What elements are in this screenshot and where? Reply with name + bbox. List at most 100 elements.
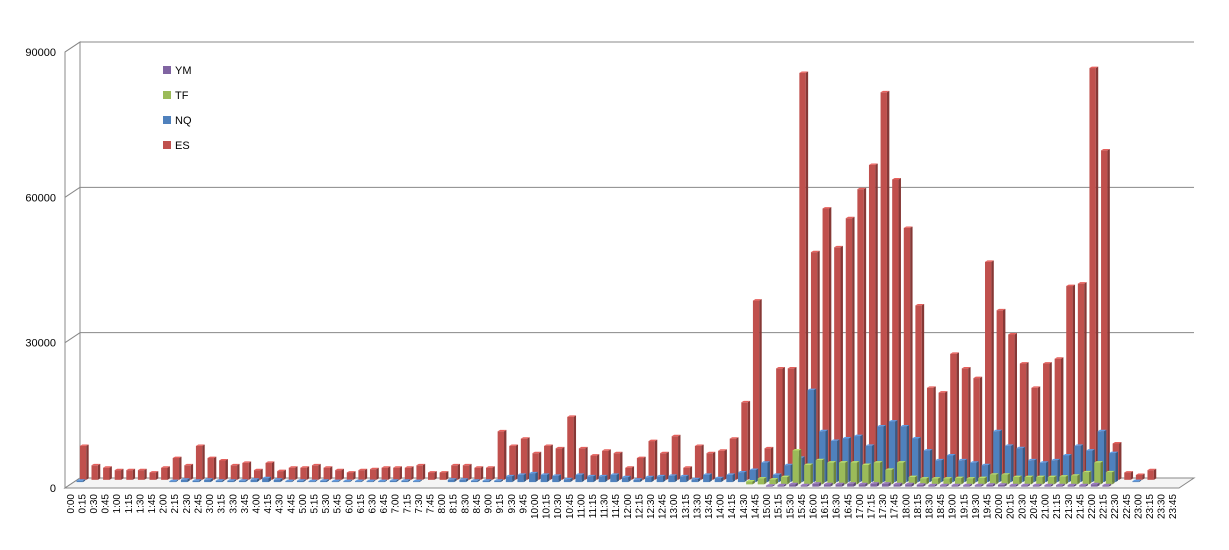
bar-TF-22:15 (1105, 470, 1115, 485)
bar-NQ-7:15 (412, 479, 422, 483)
bar-NQ-0:00 (76, 479, 86, 483)
x-tick-label: 3:45 (240, 494, 251, 514)
bar-TF-16:30 (838, 461, 848, 485)
x-tick-label: 5:45 (333, 494, 344, 514)
x-tick-label: 14:00 (716, 494, 727, 519)
bar-NQ-9:30 (517, 473, 527, 483)
legend-swatch (163, 116, 171, 124)
x-tick-label: 9:30 (507, 494, 518, 514)
bar-ES-17:00 (868, 163, 878, 480)
bar-NQ-11:30 (610, 473, 620, 483)
x-tick-label: 14:30 (739, 494, 750, 519)
bar-ES-9:45 (532, 451, 542, 480)
bar-ES-16:00 (822, 207, 832, 480)
x-tick-label: 14:15 (727, 494, 738, 519)
bar-ES-5:45 (346, 471, 356, 480)
bar-NQ-13:45 (714, 476, 724, 483)
bar-NQ-14:15 (737, 470, 747, 483)
x-tick-label: 2:30 (182, 494, 193, 514)
bar-NQ-11:00 (587, 474, 596, 483)
x-tick-label: 13:15 (681, 494, 692, 519)
bar-ES-2:45 (207, 456, 217, 480)
bar-NQ-8:45 (482, 479, 492, 483)
x-tick-label: 16:00 (808, 494, 819, 519)
x-tick-label: 22:00 (1087, 494, 1098, 519)
bar-ES-7:00 (404, 466, 414, 480)
bar-ES-5:15 (323, 466, 333, 480)
x-tick-label: 2:15 (170, 494, 181, 514)
bar-ES-3:15 (230, 463, 240, 480)
x-tick-label: 16:45 (843, 494, 854, 519)
bar-NQ-17:45 (900, 424, 910, 483)
bar-ES-4:15 (277, 469, 286, 480)
bar-TF-16:15 (827, 461, 837, 485)
bar-ES-19:00 (961, 366, 971, 480)
x-tick-label: 22:30 (1110, 494, 1121, 519)
bar-ES-13:30 (706, 451, 716, 480)
x-tick-label: 2:45 (193, 494, 204, 514)
bar-NQ-2:45 (204, 478, 213, 483)
bar-YM-17:45 (893, 482, 903, 487)
x-tick-label: 6:30 (368, 494, 379, 514)
x-tick-label: 22:15 (1099, 494, 1110, 519)
bar-ES-19:30 (985, 260, 994, 480)
bar-ES-1:45 (161, 466, 170, 480)
x-tick-label: 7:00 (391, 494, 402, 514)
bar-ES-2:30 (195, 444, 205, 480)
x-tick-label: 23:45 (1168, 494, 1179, 519)
x-tick-label: 17:15 (866, 494, 877, 519)
bar-TF-19:30 (978, 476, 987, 485)
y-axis-ticks: 0 30000 60000 90000 (25, 47, 56, 495)
bar-YM-16:30 (835, 482, 845, 487)
bar-YM-21:30 (1067, 483, 1077, 487)
bar-ES-3:45 (253, 468, 263, 480)
bar-YM-20:45 (1032, 483, 1042, 487)
bar-ES-15:30 (799, 71, 809, 480)
bar-NQ-12:30 (656, 474, 666, 483)
bar-YM-19:00 (951, 483, 961, 487)
bar-ES-12:45 (671, 434, 681, 480)
bar-YM-15:45 (800, 483, 810, 487)
x-tick-label: 0:45 (101, 494, 112, 514)
bar-YM-15:30 (789, 482, 798, 487)
bar-ES-1:00 (126, 468, 136, 480)
bar-TF-15:30 (792, 449, 802, 485)
legend-item-ES: ES (163, 140, 190, 152)
bar-YM-20:00 (997, 483, 1007, 487)
bar-YM-18:30 (928, 483, 938, 487)
bar-NQ-17:30 (888, 420, 898, 483)
bar-ES-9:00 (497, 429, 507, 480)
bar-NQ-9:15 (505, 474, 515, 483)
x-tick-label: 7:45 (426, 494, 437, 514)
legend-label: NQ (175, 115, 192, 127)
bar-NQ-21:45 (1086, 449, 1095, 483)
bar-ES-18:30 (938, 391, 948, 480)
legend-label: ES (175, 140, 190, 152)
x-tick-label: 20:45 (1029, 494, 1040, 519)
bar-TF-15:45 (804, 463, 813, 485)
bar-NQ-8:15 (459, 478, 469, 483)
x-tick-label: 15:30 (785, 494, 796, 519)
bar-NQ-6:45 (389, 479, 399, 483)
x-tick-label: 17:30 (878, 494, 889, 519)
bar-TF-20:15 (1013, 475, 1022, 485)
bar-TF-17:30 (885, 468, 895, 485)
bar-YM-15:00 (765, 484, 775, 487)
bar-TF-22:00 (1094, 461, 1104, 485)
x-tick-label: 15:45 (797, 494, 808, 519)
bar-ES-17:30 (892, 178, 901, 480)
bar-NQ-3:45 (250, 478, 260, 483)
bar-NQ-21:30 (1074, 444, 1084, 483)
bar-ES-3:30 (242, 461, 252, 480)
bar-NQ-21:15 (1062, 454, 1072, 483)
x-tick-label: 5:30 (321, 494, 332, 514)
bar-NQ-12:15 (645, 475, 654, 483)
bar-TF-18:30 (931, 477, 941, 485)
bar-NQ-19:15 (969, 461, 979, 483)
bar-ES-11:00 (590, 454, 600, 480)
x-tick-label: 8:30 (460, 494, 471, 514)
bar-ES-6:15 (369, 467, 379, 480)
bar-ES-13:45 (718, 449, 727, 480)
bar-TF-15:15 (780, 475, 790, 485)
